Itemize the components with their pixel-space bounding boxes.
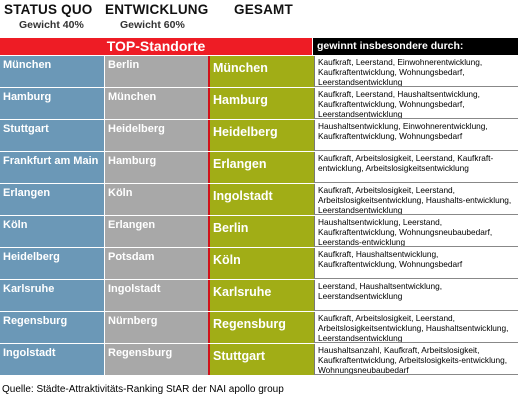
table-row: Hamburg München Hamburg Kaufkraft, Leerstan…	[0, 88, 518, 120]
status-quo-cell: Köln	[0, 216, 104, 247]
gesamt-cell: Ingolstadt	[208, 184, 314, 215]
gesamt-cell: Karlsruhe	[208, 280, 314, 311]
gesamt-cell: Köln	[208, 248, 314, 279]
top-standorte-banner: TOP-Standorte	[0, 38, 312, 55]
reason-cell: Haushaltsentwicklung, Einwohnerentwicklu…	[314, 120, 518, 151]
reason-cell: Kaufkraft, Leerstand, Haushaltsentwicklu…	[314, 88, 518, 119]
table-row: Ingolstadt Regensburg Stuttgart Haushaltsan…	[0, 344, 518, 376]
status-quo-cell: Regensburg	[0, 312, 104, 343]
table-row: München Berlin München Kaufkraft, Leerstand…	[0, 56, 518, 88]
table-row: Heidelberg Potsdam Köln Kaufkraft, Haushalt…	[0, 248, 518, 280]
table-row: Köln Erlangen Berlin Haushaltsentwicklung, …	[0, 216, 518, 248]
entwicklung-cell: Erlangen	[104, 216, 208, 247]
status-quo-cell: Heidelberg	[0, 248, 104, 279]
table-row: Karlsruhe Ingolstadt Karlsruhe Leerstand, H…	[0, 280, 518, 312]
reason-cell: Haushaltsanzahl, Kaufkraft, Arbeitslosig…	[314, 344, 518, 375]
table-row: Regensburg Nürnberg Regensburg Kaufkraft, A…	[0, 312, 518, 344]
entwicklung-cell: Regensburg	[104, 344, 208, 375]
table-row: Erlangen Köln Ingolstadt Kaufkraft, Arbeits…	[0, 184, 518, 216]
status-quo-cell: München	[0, 56, 104, 87]
status-quo-weight: Gewicht 40%	[19, 19, 84, 31]
gesamt-cell: München	[208, 56, 314, 87]
reason-cell: Kaufkraft, Haushaltsentwicklung, Kaufkra…	[314, 248, 518, 279]
gesamt-cell: Heidelberg	[208, 120, 314, 151]
reason-cell: Kaufkraft, Arbeitslosigkeit, Leerstand, …	[314, 152, 518, 183]
source-footnote: Quelle: Städte-Attraktivitäts-Ranking St…	[2, 384, 284, 395]
entwicklung-cell: Hamburg	[104, 152, 208, 183]
entwicklung-title: ENTWICKLUNG	[105, 2, 209, 17]
reason-cell: Kaufkraft, Leerstand, Einwohnerentwicklu…	[314, 56, 518, 87]
status-quo-cell: Frankfurt am Main	[0, 152, 104, 183]
entwicklung-cell: Potsdam	[104, 248, 208, 279]
entwicklung-cell: Ingolstadt	[104, 280, 208, 311]
entwicklung-cell: Köln	[104, 184, 208, 215]
gesamt-cell: Berlin	[208, 216, 314, 247]
entwicklung-weight: Gewicht 60%	[120, 19, 185, 31]
reason-cell: Leerstand, Haushaltsentwicklung, Leersta…	[314, 280, 518, 311]
reason-cell: Kaufkraft, Arbeitslosigkeit, Leerstand, …	[314, 312, 518, 343]
gesamt-cell: Hamburg	[208, 88, 314, 119]
gesamt-cell: Regensburg	[208, 312, 314, 343]
status-quo-cell: Stuttgart	[0, 120, 104, 151]
gesamt-cell: Erlangen	[208, 152, 314, 183]
reason-cell: Kaufkraft, Arbeitslosigkeit, Leerstand, …	[314, 184, 518, 215]
gesamt-title: GESAMT	[234, 2, 293, 17]
entwicklung-cell: München	[104, 88, 208, 119]
reason-column-header: gewinnt insbesondere durch:	[313, 38, 518, 55]
gesamt-cell: Stuttgart	[208, 344, 314, 375]
entwicklung-cell: Berlin	[104, 56, 208, 87]
status-quo-cell: Erlangen	[0, 184, 104, 215]
entwicklung-cell: Heidelberg	[104, 120, 208, 151]
reason-cell: Haushaltsentwicklung, Leerstand, Kaufkra…	[314, 216, 518, 247]
entwicklung-cell: Nürnberg	[104, 312, 208, 343]
status-quo-title: STATUS QUO	[4, 2, 93, 17]
status-quo-cell: Hamburg	[0, 88, 104, 119]
table-row: Stuttgart Heidelberg Heidelberg Haushaltsen…	[0, 120, 518, 152]
ranking-table: München Berlin München Kaufkraft, Leerstand…	[0, 56, 518, 376]
status-quo-cell: Karlsruhe	[0, 280, 104, 311]
table-row: Frankfurt am Main Hamburg Erlangen Kaufkraf…	[0, 152, 518, 184]
status-quo-cell: Ingolstadt	[0, 344, 104, 375]
